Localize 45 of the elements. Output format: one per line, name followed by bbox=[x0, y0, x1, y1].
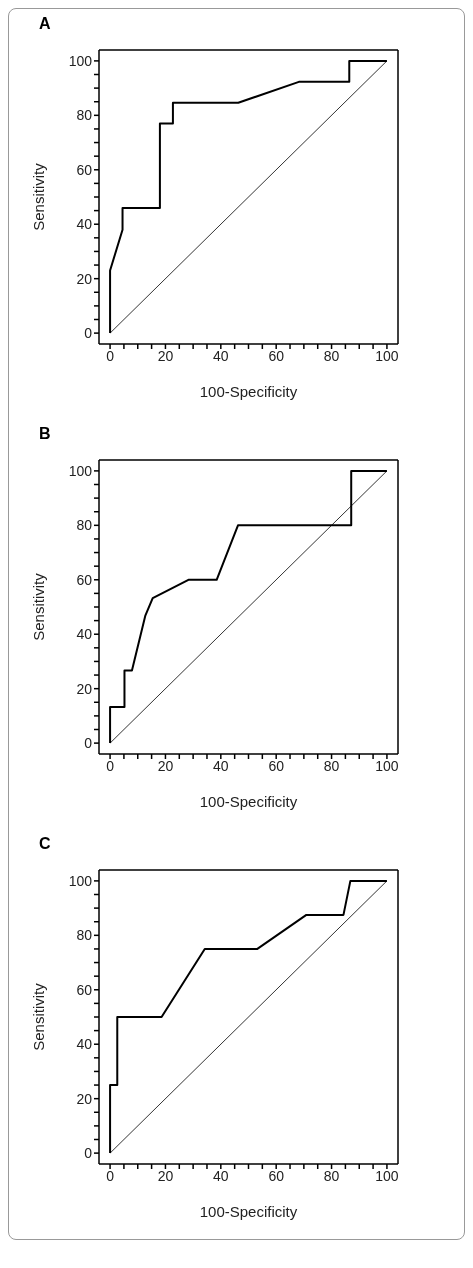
y-tick-label: 0 bbox=[84, 1145, 93, 1162]
y-tick-label: 100 bbox=[68, 872, 93, 889]
x-tick-label: 20 bbox=[157, 757, 174, 774]
y-tick-label: 40 bbox=[76, 626, 93, 643]
y-tick-label: 80 bbox=[76, 927, 93, 944]
x-tick-label: 0 bbox=[106, 347, 115, 364]
x-tick-label: 60 bbox=[268, 347, 285, 364]
y-axis-title: Sensitivity bbox=[30, 982, 48, 1051]
x-tick-label: 40 bbox=[213, 757, 229, 774]
x-tick-label: 40 bbox=[213, 1167, 229, 1184]
y-tick-label: 0 bbox=[84, 325, 93, 342]
x-tick-label: 100 bbox=[375, 347, 399, 364]
x-tick-label: 60 bbox=[268, 1167, 285, 1184]
x-axis-title: 100-Specificity bbox=[199, 1203, 298, 1220]
x-tick-label: 60 bbox=[268, 757, 285, 774]
y-axis-title: Sensitivity bbox=[30, 572, 48, 641]
x-tick-label: 80 bbox=[323, 1167, 340, 1184]
y-axis-title: Sensitivity bbox=[30, 162, 48, 231]
y-tick-label: 60 bbox=[76, 571, 93, 588]
x-tick-label: 80 bbox=[323, 347, 340, 364]
y-tick-label: 40 bbox=[76, 216, 93, 233]
y-tick-label: 60 bbox=[76, 981, 93, 998]
y-tick-label: 80 bbox=[76, 517, 93, 534]
x-axis-title: 100-Specificity bbox=[199, 383, 298, 400]
chart-title: C bbox=[39, 835, 51, 853]
y-tick-label: 20 bbox=[76, 1090, 93, 1107]
y-tick-label: 0 bbox=[84, 735, 93, 752]
x-axis-title: 100-Specificity bbox=[199, 793, 298, 810]
y-tick-label: 100 bbox=[68, 462, 93, 479]
x-tick-label: 80 bbox=[323, 757, 340, 774]
x-tick-label: 0 bbox=[106, 1167, 115, 1184]
chart-title: B bbox=[39, 425, 51, 443]
chart-title: A bbox=[39, 15, 51, 33]
y-tick-label: 20 bbox=[76, 270, 93, 287]
y-tick-label: 40 bbox=[76, 1036, 93, 1053]
x-tick-label: 100 bbox=[375, 757, 399, 774]
x-tick-label: 0 bbox=[106, 757, 115, 774]
x-tick-label: 100 bbox=[375, 1167, 399, 1184]
x-tick-label: 40 bbox=[213, 347, 229, 364]
y-tick-label: 20 bbox=[76, 680, 93, 697]
y-tick-label: 60 bbox=[76, 161, 93, 178]
x-tick-label: 20 bbox=[157, 1167, 174, 1184]
y-tick-label: 80 bbox=[76, 107, 93, 124]
x-tick-label: 20 bbox=[157, 347, 174, 364]
y-tick-label: 100 bbox=[68, 52, 93, 69]
